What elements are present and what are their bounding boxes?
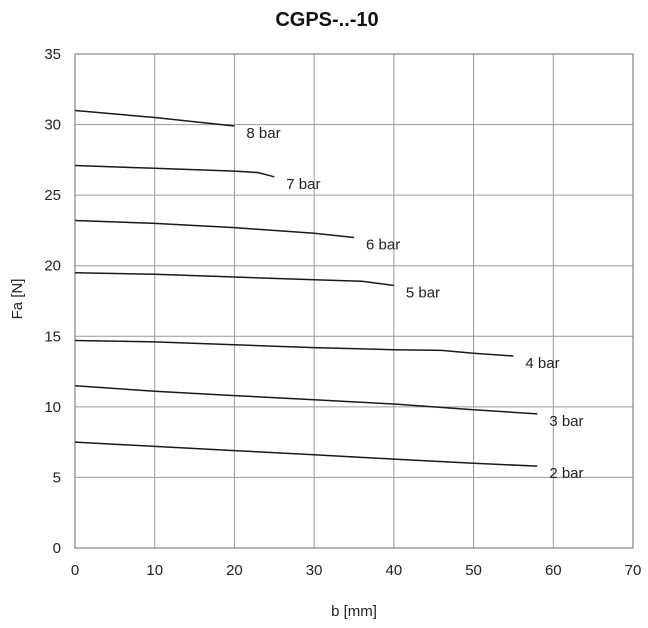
series-label: 8 bar <box>246 125 280 142</box>
x-tick-label: 30 <box>306 562 323 579</box>
series-line <box>74 164 275 178</box>
series-label: 3 bar <box>549 413 583 430</box>
series-lines <box>74 109 538 467</box>
x-tick-labels: 0 10 20 30 40 50 60 70 <box>71 562 642 579</box>
y-tick-label: 30 <box>44 117 61 134</box>
y-tick-label: 0 <box>53 540 61 557</box>
series-line <box>74 219 355 239</box>
series-line <box>74 272 395 287</box>
x-tick-label: 60 <box>545 562 562 579</box>
y-tick-label: 10 <box>44 399 61 416</box>
series-label: 6 bar <box>366 236 400 253</box>
x-tick-label: 70 <box>625 562 642 579</box>
y-axis-label: Fa [N] <box>9 279 26 320</box>
series-line <box>74 339 514 357</box>
x-tick-label: 40 <box>386 562 403 579</box>
series-line <box>74 109 235 127</box>
chart-title: CGPS-..-10 <box>275 9 378 31</box>
y-tick-label: 20 <box>44 258 61 275</box>
series-line <box>74 441 538 467</box>
series-label: 5 bar <box>406 284 440 301</box>
y-tick-labels: 0 5 10 15 20 25 30 35 <box>44 46 61 557</box>
plot-frame <box>74 53 634 549</box>
y-tick-label: 25 <box>44 187 61 204</box>
series-label: 2 bar <box>549 465 583 482</box>
y-tick-label: 5 <box>53 469 61 486</box>
series-label: 4 bar <box>525 355 559 372</box>
series-label: 7 bar <box>286 176 320 193</box>
x-tick-label: 20 <box>226 562 243 579</box>
x-tick-label: 10 <box>146 562 163 579</box>
x-tick-label: 50 <box>465 562 482 579</box>
x-axis-label: b [mm] <box>331 603 377 620</box>
y-tick-label: 35 <box>44 46 61 63</box>
grid <box>74 53 634 549</box>
series-line <box>74 384 538 415</box>
x-tick-label: 0 <box>71 562 79 579</box>
y-tick-label: 15 <box>44 328 61 345</box>
series-labels: 8 bar 7 bar 6 bar 5 bar 4 bar 3 bar 2 bar <box>246 125 583 482</box>
